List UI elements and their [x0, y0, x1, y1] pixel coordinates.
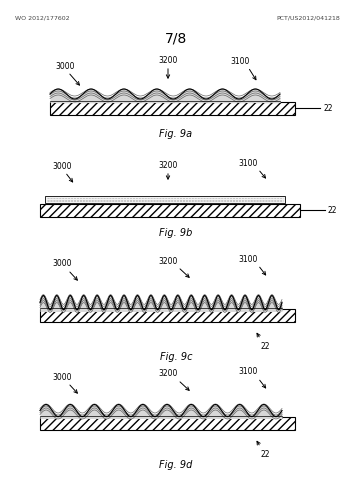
Text: 3200: 3200 — [158, 55, 178, 64]
Text: Fig. 9b: Fig. 9b — [159, 228, 193, 238]
Text: 3000: 3000 — [55, 61, 74, 70]
Text: 3000: 3000 — [52, 372, 72, 382]
Text: 3100: 3100 — [238, 254, 258, 263]
Text: 3200: 3200 — [158, 369, 178, 379]
Text: Fig. 9d: Fig. 9d — [159, 460, 193, 470]
Text: Fig. 9c: Fig. 9c — [160, 352, 192, 362]
Text: 22: 22 — [324, 103, 334, 112]
Text: 3000: 3000 — [52, 259, 72, 268]
Text: 3100: 3100 — [230, 56, 250, 65]
Bar — [40, 308, 295, 321]
Bar — [50, 101, 295, 114]
Text: 3100: 3100 — [238, 159, 258, 168]
Text: 3200: 3200 — [158, 161, 178, 170]
Text: 3000: 3000 — [52, 162, 72, 171]
Text: 22: 22 — [328, 206, 337, 215]
Text: Fig. 9a: Fig. 9a — [160, 129, 193, 139]
Bar — [40, 417, 295, 430]
Text: 7/8: 7/8 — [165, 31, 187, 45]
Text: 22: 22 — [257, 333, 270, 351]
Text: 3200: 3200 — [158, 256, 178, 265]
Text: PCT/US2012/041218: PCT/US2012/041218 — [276, 15, 340, 20]
Text: 3100: 3100 — [238, 367, 258, 377]
Text: WO 2012/177602: WO 2012/177602 — [15, 15, 70, 20]
Bar — [45, 196, 285, 203]
Bar — [40, 204, 300, 217]
Text: 22: 22 — [257, 441, 270, 459]
